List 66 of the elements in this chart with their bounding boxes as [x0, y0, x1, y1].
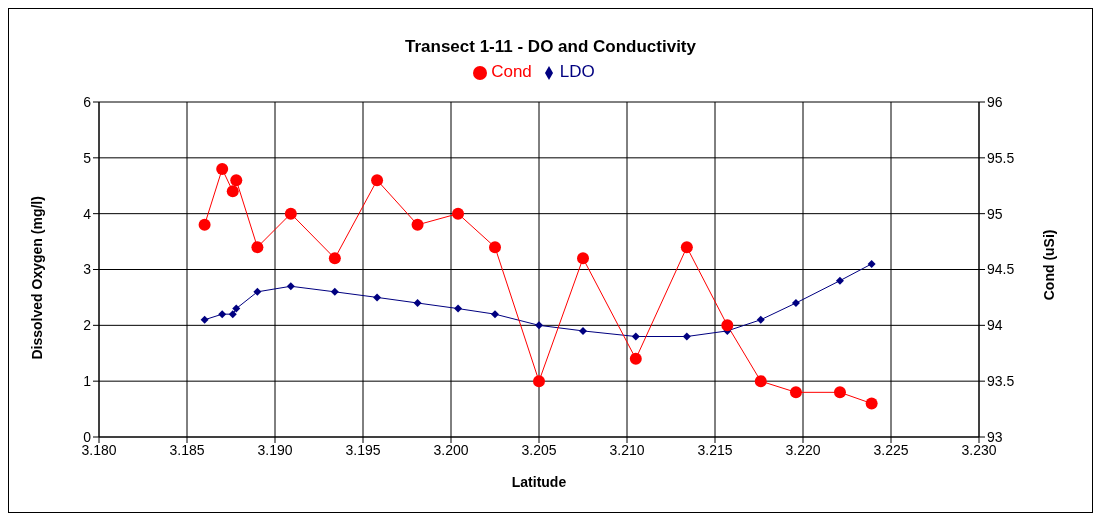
point	[680, 241, 693, 254]
point	[577, 252, 589, 265]
y-tick-label: 1	[83, 373, 92, 390]
point	[682, 332, 691, 341]
point	[579, 326, 587, 335]
point	[253, 287, 262, 296]
point	[226, 185, 239, 198]
y-tick-label: 6	[83, 93, 92, 110]
point	[216, 163, 229, 175]
point	[230, 174, 243, 187]
x-axis-title: Latitude	[511, 474, 567, 490]
point	[411, 218, 424, 231]
y-tick-label: 2	[83, 317, 92, 334]
y2-tick-label: 93.5	[987, 373, 1015, 390]
point	[286, 282, 295, 291]
x-tick-label: 3.225	[873, 441, 909, 458]
point	[789, 386, 802, 399]
point	[631, 332, 640, 341]
point	[867, 259, 876, 268]
y-axis-title: Dissolved Oxygen (mg/l)	[28, 196, 45, 360]
point	[535, 321, 543, 330]
point	[721, 319, 734, 332]
point	[835, 276, 844, 285]
x-tick-label: 3.200	[433, 441, 469, 458]
y2-tick-label: 95.5	[987, 149, 1015, 166]
point	[228, 310, 237, 319]
y2-tick-label: 95	[987, 205, 1003, 222]
point	[328, 252, 341, 265]
x-tick-label: 3.185	[169, 441, 205, 458]
point	[198, 218, 211, 231]
point	[754, 375, 767, 388]
y2-axis-title: Cond (uSi)	[1040, 229, 1057, 301]
legend-label: LDO	[559, 62, 595, 81]
point	[452, 207, 465, 220]
point	[791, 299, 800, 307]
x-tick-label: 3.195	[345, 441, 381, 458]
x-tick-label: 3.215	[697, 441, 733, 458]
y2-tick-label: 96	[987, 93, 1003, 110]
point	[489, 241, 501, 254]
y-tick-label: 5	[83, 149, 92, 166]
point	[371, 174, 384, 187]
point	[833, 386, 846, 399]
x-tick-label: 3.210	[609, 441, 645, 458]
point	[218, 310, 227, 319]
point	[413, 299, 422, 307]
chart-title: Transect 1-11 - DO and Conductivity	[404, 37, 697, 57]
point	[491, 310, 499, 319]
legend-label: Cond	[491, 62, 532, 81]
y-tick-label: 4	[83, 205, 92, 222]
point	[454, 304, 463, 313]
x-tick-label: 3.220	[785, 441, 821, 458]
point	[756, 315, 765, 324]
point	[200, 315, 209, 324]
point	[330, 287, 339, 296]
point	[629, 352, 642, 365]
point	[533, 375, 545, 388]
y2-tick-label: 94.5	[987, 261, 1015, 278]
point	[373, 293, 382, 302]
point	[251, 241, 264, 254]
x-tick-label: 3.205	[521, 441, 557, 458]
y2-tick-label: 94	[987, 317, 1003, 334]
point	[232, 304, 241, 313]
point	[284, 207, 297, 220]
y-tick-label: 3	[83, 261, 92, 278]
x-tick-label: 3.190	[257, 441, 293, 458]
point	[865, 397, 878, 410]
